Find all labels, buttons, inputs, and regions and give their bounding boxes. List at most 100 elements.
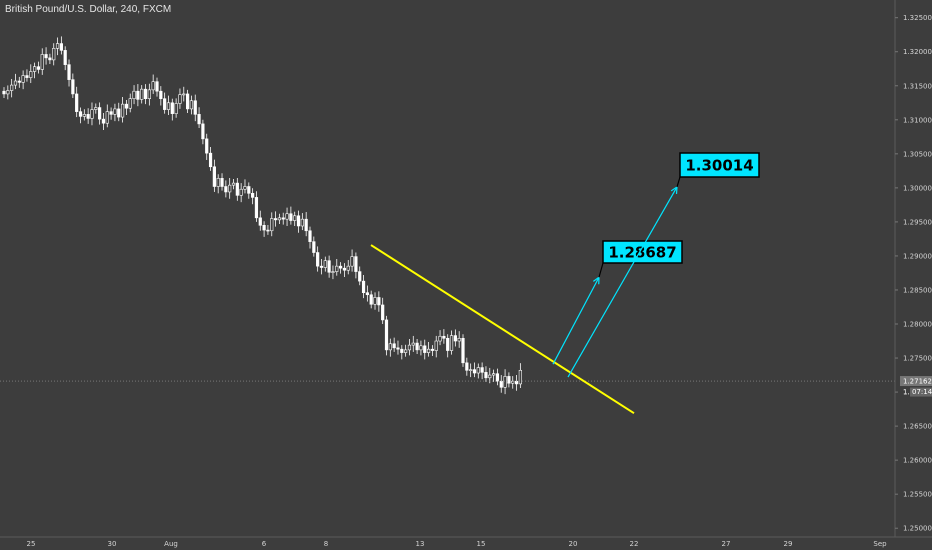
candle-up [10,84,14,91]
candle-up [350,256,354,267]
candle-down [453,335,457,342]
candle-down [442,335,446,339]
candle-down [262,225,266,231]
candle-up [469,369,473,371]
candle-up [511,380,515,384]
candle-up [300,218,304,227]
price-tick-label: 1.29500 [903,218,932,226]
candle-down [109,111,113,115]
candle-down [484,372,488,379]
candle-down [495,373,500,382]
price-tick-label: 1.25000 [903,525,932,533]
time-tick-label: 20 [569,540,578,548]
candle-up [147,89,151,100]
price-tick-label: 1.32000 [903,48,932,56]
callout-pointer [676,176,681,188]
candle-down [78,111,83,117]
candle-down [247,186,251,194]
candle-down [308,230,312,242]
candle-up [178,94,182,104]
candle-down [63,50,67,65]
candle-down [480,367,484,373]
candle-down [2,90,6,95]
candle-up [132,90,136,100]
candle-down [384,319,389,351]
candle-down [358,271,362,282]
candle-up [239,188,243,196]
candle-up [189,100,194,110]
candle-down [254,197,259,219]
candle-series [2,36,522,395]
candle-up [419,345,423,351]
time-tick-label: 13 [416,540,425,548]
candle-down [59,43,63,51]
candle-down [67,64,71,80]
price-tick-label: 1.25500 [903,491,932,499]
candle-down [472,369,477,374]
candle-up [140,88,144,100]
candle-up [120,103,125,118]
candle-down [86,114,90,119]
candle-up [166,102,171,110]
candle-down [220,178,224,187]
price-tick-label: 1.29000 [903,252,932,260]
candle-down [377,297,381,306]
candle-down [465,362,469,371]
candle-up [90,109,94,119]
candle-down [186,93,190,110]
candle-down [446,338,450,351]
candle-up [407,344,412,351]
countdown-badge [910,387,932,397]
candle-up [388,343,392,351]
last-price-label: 1.27162 [903,378,932,386]
candle-down [201,123,205,140]
candle-down [392,343,396,349]
candle-up [404,349,408,353]
time-tick-label: 8 [324,540,328,548]
candle-down [342,267,347,271]
candle-up [29,71,33,78]
candle-down [170,102,174,114]
time-tick-label: Aug [164,540,178,548]
candle-down [205,138,209,154]
candle-down [266,229,270,232]
candle-up [411,342,415,346]
candle-down [124,103,128,109]
last-price-badge [900,376,932,387]
projection-arrow [552,276,600,365]
candle-down [400,348,404,353]
price-tick-label: 1.30500 [903,150,932,158]
candle-down [369,294,373,305]
time-tick-label: 22 [630,540,639,548]
time-tick-label: 30 [108,540,117,548]
candle-up [52,48,56,61]
target-callout-box [602,240,683,264]
candle-up [503,376,507,388]
candle-up [285,213,289,220]
candle-down [499,380,503,388]
candle-down [281,217,285,220]
candle-down [98,107,102,120]
candle-up [228,184,232,193]
candle-up [40,54,44,70]
target-callout-label: 1.28687 [608,244,676,262]
candle-down [354,256,358,272]
price-tick-label: 1.27500 [903,355,932,363]
candle-down [514,380,519,385]
candle-up [323,260,327,268]
candle-up [32,66,37,72]
candle-down [235,182,239,196]
countdown-prefix: 1.2 [903,388,914,396]
time-tick-label: 27 [722,540,731,548]
candle-down [381,304,385,321]
candle-up [449,335,454,351]
candle-down [36,66,41,70]
candle-up [128,98,132,109]
countdown-label: 07:14 [912,388,932,396]
candle-up [243,186,247,190]
candle-up [335,265,339,272]
candle-down [258,217,262,226]
price-axis: 1.32500 1.32000 1.31500 1.31000 1.30500 1.300… [894,0,932,537]
candle-up [373,297,377,305]
